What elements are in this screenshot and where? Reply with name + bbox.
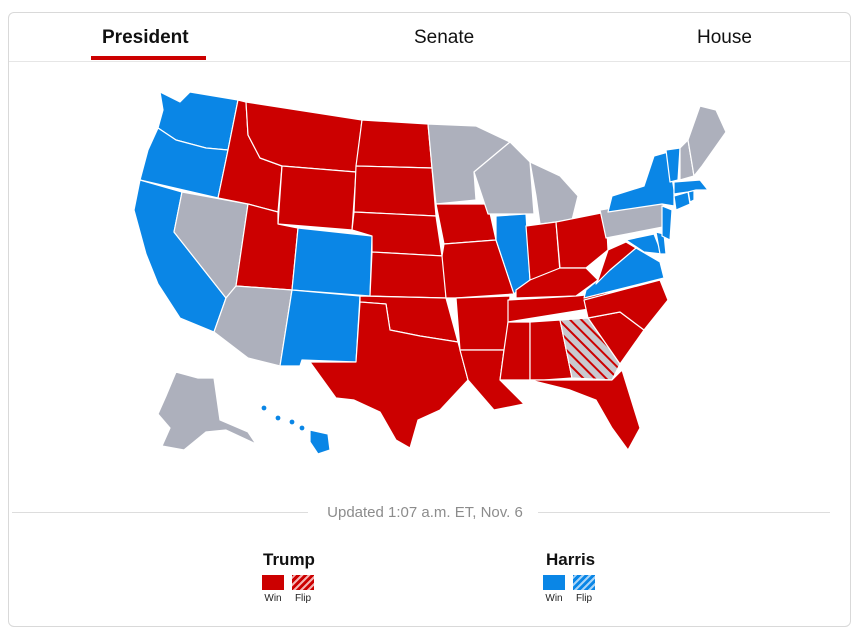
- state-NJ[interactable]: [661, 205, 673, 241]
- legend-harris-flip-label: Flip: [575, 593, 593, 604]
- state-AR[interactable]: [455, 295, 511, 351]
- state-DE[interactable]: [655, 231, 667, 255]
- state-NY[interactable]: [607, 151, 675, 213]
- tab-senate[interactable]: Senate: [414, 27, 475, 48]
- updated-timestamp: Updated 1:07 a.m. ET, Nov. 6: [327, 504, 523, 521]
- state-WI[interactable]: [473, 141, 535, 215]
- legend-harris-win-swatch: [543, 575, 565, 590]
- state-WV[interactable]: [595, 241, 637, 285]
- state-MN[interactable]: [427, 123, 511, 205]
- state-KY[interactable]: [515, 267, 599, 299]
- legend-trump-win-swatch: [262, 575, 284, 590]
- state-HI[interactable]: [260, 404, 331, 455]
- legend-harris-name: Harris: [546, 550, 596, 569]
- legend-harris-flip-swatch: [573, 575, 595, 590]
- state-CO[interactable]: [291, 227, 373, 297]
- active-tab-underline: [91, 56, 206, 60]
- state-CT[interactable]: [673, 191, 691, 211]
- divider-left: [12, 512, 308, 513]
- state-MI[interactable]: [529, 161, 579, 225]
- race-tabs: President Senate House: [9, 13, 850, 62]
- legend-trump-name: Trump: [263, 550, 315, 569]
- state-KS[interactable]: [369, 251, 447, 299]
- legend-trump-win-label: Win: [264, 593, 282, 604]
- state-MA[interactable]: [673, 179, 709, 195]
- state-OH[interactable]: [555, 211, 609, 269]
- state-ME[interactable]: [687, 105, 727, 177]
- tab-house[interactable]: House: [697, 27, 752, 48]
- state-WY[interactable]: [277, 165, 357, 231]
- state-AL[interactable]: [529, 319, 573, 381]
- tab-president[interactable]: President: [102, 27, 189, 48]
- state-NC[interactable]: [583, 279, 669, 331]
- legend-trump-flip-label: Flip: [294, 593, 312, 604]
- state-FL[interactable]: [529, 369, 641, 451]
- legend-trump-flip-swatch: [292, 575, 314, 590]
- state-AK[interactable]: [157, 371, 257, 451]
- state-SD[interactable]: [353, 165, 437, 217]
- state-TX[interactable]: [309, 301, 469, 449]
- state-NM[interactable]: [279, 289, 361, 367]
- state-ND[interactable]: [355, 119, 433, 169]
- state-GA[interactable]: [559, 317, 621, 381]
- divider-right: [538, 512, 830, 513]
- state-VT[interactable]: [665, 147, 681, 183]
- state-AZ[interactable]: [213, 285, 293, 367]
- legend-harris-win-label: Win: [545, 593, 563, 604]
- state-MS[interactable]: [499, 321, 531, 381]
